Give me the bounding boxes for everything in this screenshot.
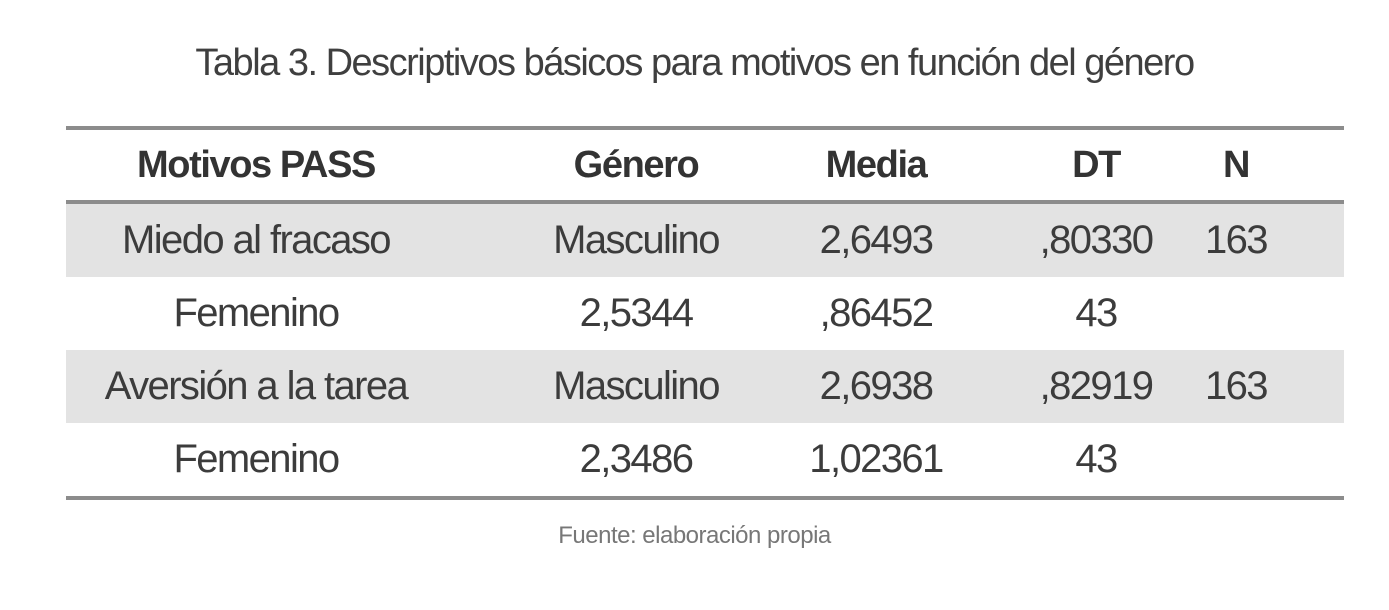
table-row: Femenino 2,5344 ,86452 43 [66, 277, 1344, 350]
header-motivos-pass: Motivos PASS [137, 143, 376, 186]
header-media: Media [825, 143, 928, 186]
table-cell: 2,3486 [579, 437, 694, 481]
top-rule [66, 126, 1344, 130]
table-cell [1186, 423, 1286, 496]
header-n: N [1222, 143, 1250, 186]
table-cell: Miedo al fracaso [122, 218, 391, 262]
table-cell: Masculino [553, 218, 720, 262]
table-cell: 2,6493 [819, 218, 934, 262]
bottom-rule [66, 496, 1344, 500]
table-cell: 163 [1205, 218, 1269, 262]
table-cell: 2,5344 [579, 291, 694, 335]
descriptives-table: Motivos PASS Género Media DT N Miedo al … [66, 126, 1344, 500]
table-row: Aversión a la tarea Masculino 2,6938 ,82… [66, 350, 1344, 423]
table-cell: Masculino [553, 364, 720, 408]
table-cell: 2,6938 [819, 364, 934, 408]
table-cell: ,82919 [1039, 364, 1154, 408]
table-row: Femenino 2,3486 1,02361 43 [66, 423, 1344, 496]
table-cell [1186, 277, 1286, 350]
table-footnote: Fuente: elaboración propia [558, 522, 831, 549]
table-cell: ,86452 [819, 291, 934, 335]
table-cell: 1,02361 [809, 437, 944, 481]
table-cell: Femenino [173, 291, 340, 335]
table-cell: 43 [1075, 437, 1118, 481]
header-rule [66, 200, 1344, 204]
table-cell: ,80330 [1039, 218, 1154, 262]
table-caption: Tabla 3. Descriptivos básicos para motiv… [195, 42, 1195, 84]
table-cell: Aversión a la tarea [104, 364, 409, 408]
table-cell: Femenino [173, 437, 340, 481]
table-cell: 43 [1075, 291, 1118, 335]
table-row: Miedo al fracaso Masculino 2,6493 ,80330… [66, 204, 1344, 277]
header-dt: DT [1072, 143, 1121, 186]
header-genero: Género [573, 143, 700, 186]
table-cell: 163 [1205, 364, 1269, 408]
header-row: Motivos PASS Género Media DT N [66, 130, 1344, 200]
